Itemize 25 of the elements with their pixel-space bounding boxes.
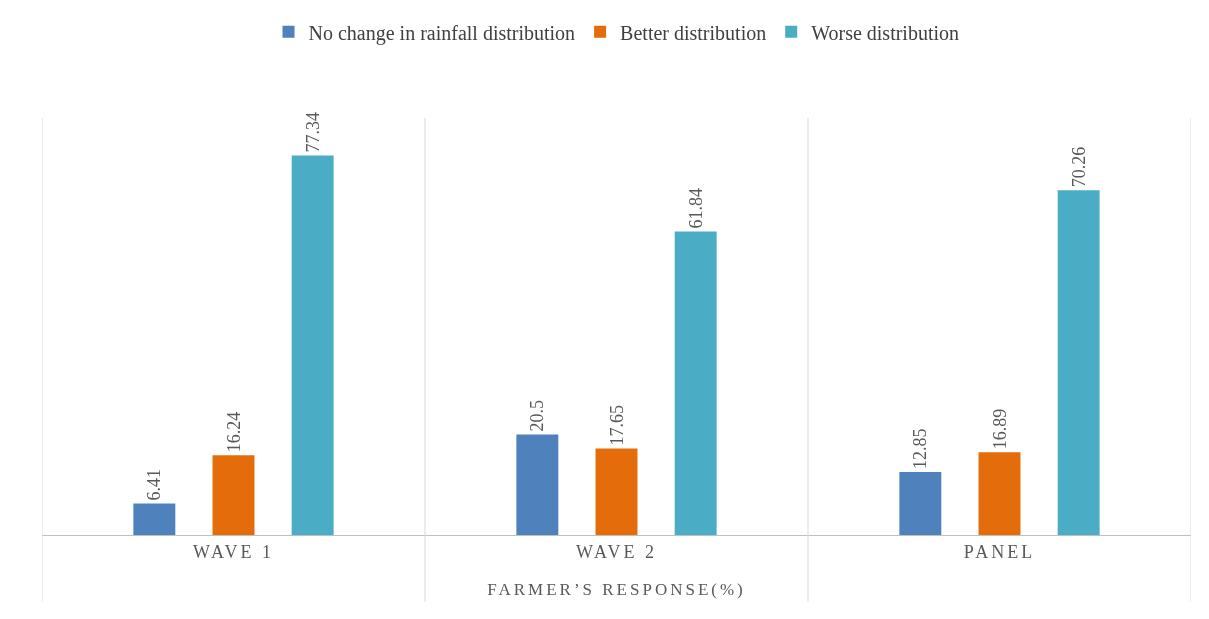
data-label: 16.89: [989, 408, 1010, 450]
bar: [133, 503, 176, 535]
bar: [899, 471, 942, 535]
bar: [674, 231, 717, 535]
x-tick-label: WAVE 2: [575, 541, 658, 562]
data-label: 77.34: [302, 112, 323, 153]
bar: [595, 448, 638, 535]
data-label: 70.26: [1068, 146, 1089, 188]
x-axis-title: FARMER’S RESPONSE(%): [487, 580, 746, 599]
bar: [1057, 190, 1100, 535]
bar: [291, 155, 334, 535]
bar: [978, 452, 1021, 535]
data-label: 61.84: [685, 188, 706, 229]
data-label: 16.24: [223, 411, 244, 453]
bar: [212, 455, 255, 535]
legend-label: Worse distribution: [811, 21, 960, 44]
x-tick-label: PANEL: [963, 541, 1036, 562]
data-label: 17.65: [606, 404, 627, 446]
legend-label: No change in rainfall distribution: [308, 21, 576, 45]
data-label: 12.85: [910, 428, 931, 469]
legend-label: Better distribution: [620, 21, 767, 44]
bar: [516, 434, 559, 535]
x-tick-label: WAVE 1: [192, 541, 275, 562]
data-label: 20.5: [527, 399, 548, 432]
data-label: 6.41: [144, 469, 165, 501]
